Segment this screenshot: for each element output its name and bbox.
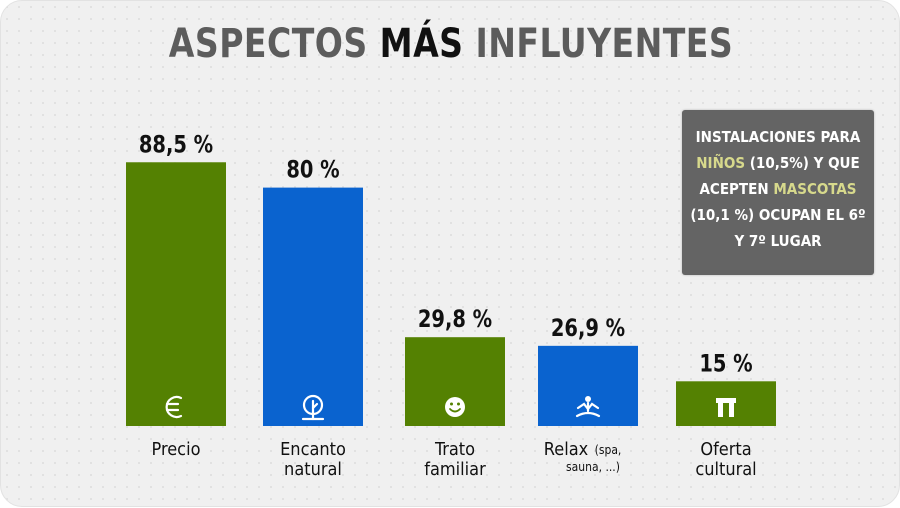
category-label-note: sauna, ...) <box>566 460 620 474</box>
title-highlight: MÁS <box>379 21 464 67</box>
note-line-3-prefix: ACEPTEN <box>699 180 774 198</box>
note-line-2: NIÑOS (10,5%) Y QUE <box>682 150 874 176</box>
chart-title: ASPECTOS MÁS INFLUYENTES <box>37 21 865 67</box>
note-highlight-ninos: NIÑOS <box>696 154 746 172</box>
value-label: 29,8 % <box>418 306 492 333</box>
category-label-note: (spa, <box>595 443 622 457</box>
note-line-2-rest: (10,5%) Y QUE <box>745 154 860 172</box>
category-label: familiar <box>424 459 486 480</box>
note-line-1: INSTALACIONES PARA <box>695 128 861 146</box>
note-highlight-mascotas: MASCOTAS <box>773 180 857 198</box>
category-label: Relax <box>544 439 589 460</box>
category-label: Trato <box>434 439 475 460</box>
title-suffix: INFLUYENTES <box>463 21 734 67</box>
title-prefix: ASPECTOS <box>168 21 380 67</box>
meditation-icon <box>575 396 601 418</box>
value-label: 80 % <box>286 157 339 184</box>
note-line-5: Y 7º LUGAR <box>734 232 822 250</box>
category-label: Oferta <box>700 439 751 460</box>
bar-2 <box>263 187 363 426</box>
category-label: natural <box>284 459 342 480</box>
euro-icon <box>165 395 183 419</box>
category-label: cultural <box>695 459 756 480</box>
category-label: Precio <box>152 439 201 460</box>
leaf-icon <box>301 394 325 421</box>
smiley-icon <box>445 397 465 417</box>
bar-1 <box>126 162 226 426</box>
value-label: 26,9 % <box>551 315 625 342</box>
value-label: 88,5 % <box>139 131 213 158</box>
info-note: INSTALACIONES PARA NIÑOS (10,5%) Y QUE A… <box>682 110 874 275</box>
category-label: Encanto <box>280 439 346 460</box>
value-label: 15 % <box>699 350 752 377</box>
monument-icon <box>716 398 736 417</box>
bar-5 <box>676 381 776 426</box>
note-line-3: ACEPTEN MASCOTAS <box>682 176 874 202</box>
note-line-4: (10,1 %) OCUPAN EL 6º <box>690 206 866 224</box>
